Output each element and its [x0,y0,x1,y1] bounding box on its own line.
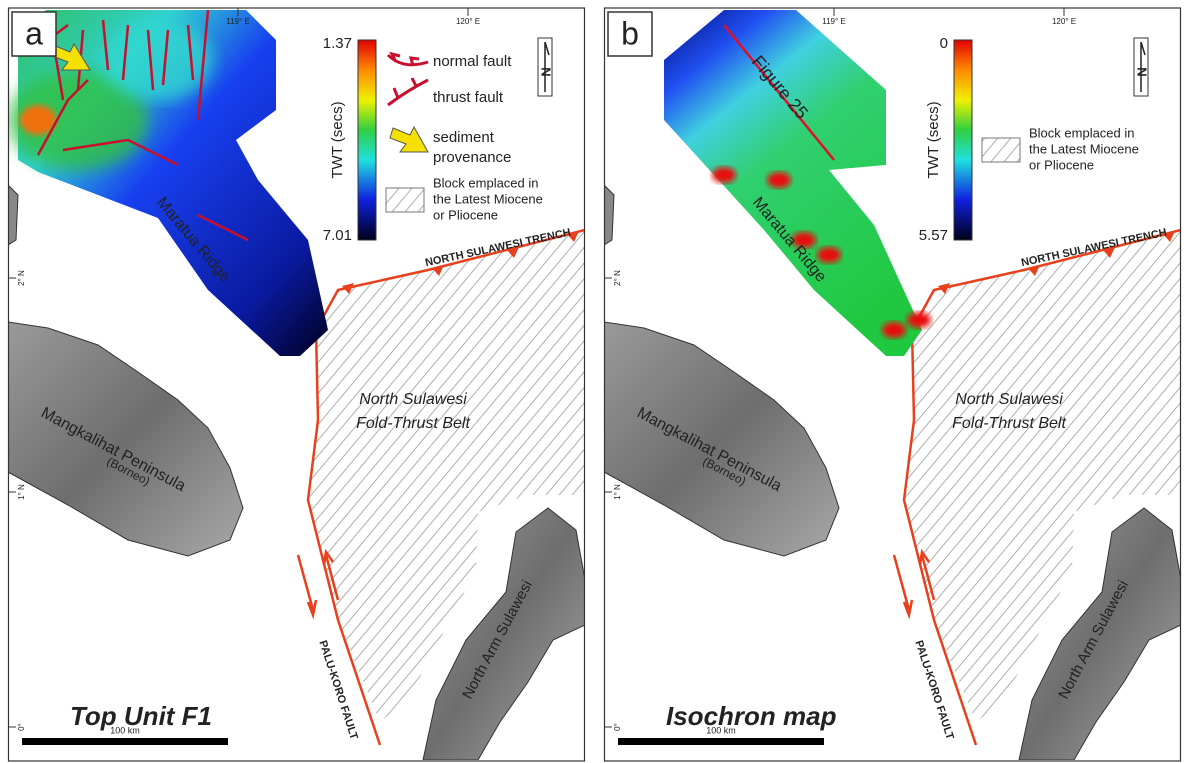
legend-block: the Latest Miocene [433,191,543,206]
colorbar [358,40,376,240]
caption: Top Unit F1 [70,701,212,731]
lon-label: 120° E [456,17,480,26]
scale-label: 100 km [706,725,736,735]
twt-high [817,247,841,263]
colorbar-title: TWT (secs) [925,101,942,178]
borneo-land [8,185,18,245]
lat-label: 1° N [17,484,26,500]
legend-provenance: sediment [433,129,495,146]
belt-label: Fold-Thrust Belt [356,415,470,432]
lat-label: 0° [613,723,622,731]
block-symbol [386,188,424,212]
block-symbol [982,138,1020,162]
colorbar-max: 0 [940,35,948,52]
legend-block: Block emplaced in [1029,125,1135,140]
panel-label: b [621,15,639,51]
legend-block: or Pliocene [1029,157,1094,172]
legend-block: or Pliocene [433,207,498,222]
lat-label: 2° N [613,270,622,286]
lon-label: 119° E [822,17,846,26]
scale-label: 100 km [110,725,140,735]
lat-label: 0° [17,723,26,731]
colorbar-max: 1.37 [323,35,352,52]
twt-high [907,312,931,328]
colorbar-min: 7.01 [323,227,352,244]
lat-label: 1° N [613,484,622,500]
figure: Maratua RidgeNORTH SULAWESI TRENCHNorth … [0,0,1189,763]
lon-label: 119° E [226,17,250,26]
legend-block: the Latest Miocene [1029,141,1139,156]
scale-bar [22,738,228,745]
legend-block: Block emplaced in [433,175,539,190]
belt-label: Fold-Thrust Belt [952,415,1066,432]
colorbar-min: 5.57 [919,227,948,244]
twt-high [767,172,791,188]
colorbar [954,40,972,240]
north-label: N [1135,67,1150,76]
scale-bar [618,738,824,745]
lat-label: 2° N [17,270,26,286]
twt-high [712,167,736,183]
lon-label: 120° E [1052,17,1076,26]
belt-label: North Sulawesi [359,391,467,408]
legend-provenance: provenance [433,149,511,166]
legend-thrust-fault: thrust fault [433,89,504,106]
panel-label: a [25,15,43,51]
twt-high [103,20,213,100]
caption: Isochron map [666,701,837,731]
borneo-land [604,185,614,245]
north-label: N [539,67,554,76]
colorbar-title: TWT (secs) [329,101,346,178]
legend-normal-fault: normal fault [433,53,512,70]
belt-label: North Sulawesi [955,391,1063,408]
twt-high [882,322,906,338]
